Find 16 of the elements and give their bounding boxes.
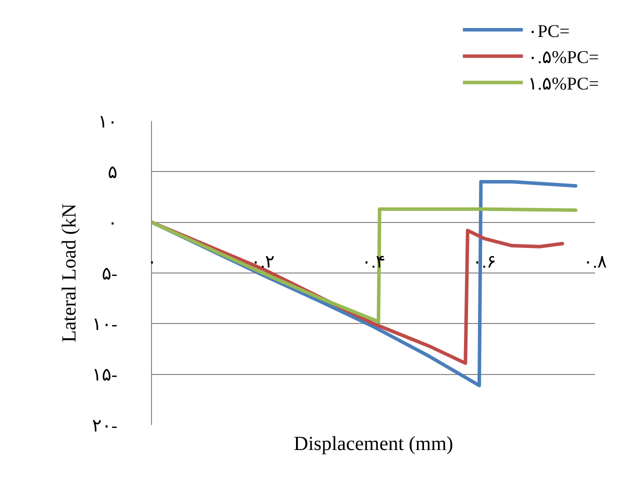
x-axis-title: Displacement (mm) [294,433,454,456]
y-tick-label: ۱۵- [92,364,118,385]
x-tick-label: ۰ [147,252,157,272]
y-tick-label: ۱۰ [98,111,118,132]
legend-label: ۱.۵%PC= [528,74,599,94]
x-tick-label: ۰.۸ [583,252,608,272]
x-tick-label: ۰.۲ [250,252,275,272]
y-tick-label: ۰ [108,212,118,233]
y-tick-label: ۵- [102,263,118,284]
legend-label: ۰.۵%PC= [528,47,599,68]
legend-label: ۰PC= [528,20,570,41]
y-tick-label: ۲۰- [92,415,118,436]
y-axis-title: Lateral Load (kN [58,204,81,342]
y-tick-label: ۵ [108,162,118,182]
line-series [152,207,578,324]
y-tick-label: ۱۰- [92,314,118,334]
